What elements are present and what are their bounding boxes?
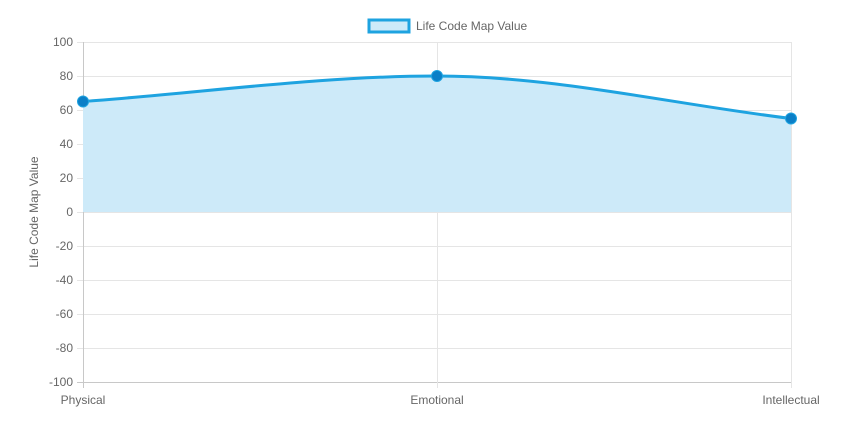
y-tick-label: -40 [56,273,74,287]
data-point-emotional[interactable] [431,70,443,82]
legend-label[interactable]: Life Code Map Value [416,19,528,33]
y-tick-label: -20 [56,239,74,253]
y-axis-ticks: 100 80 60 40 20 0 -20 -40 -60 -80 -100 [49,35,73,389]
y-tick-label: 40 [60,137,74,151]
y-tick-label: -80 [56,341,74,355]
series-area-fill [83,76,791,212]
series-area [83,76,791,212]
y-tick-label: 0 [66,205,73,219]
y-tick-label: 60 [60,103,74,117]
y-axis-title: Life Code Map Value [27,156,41,268]
x-tick-label-emotional: Emotional [410,393,463,407]
legend[interactable]: Life Code Map Value [367,18,528,34]
y-tick-label: -100 [49,375,73,389]
x-tick-label-physical: Physical [61,393,106,407]
x-tick-label-intellectual: Intellectual [762,393,819,407]
x-axis-ticks: Physical Emotional Intellectual [61,393,820,407]
legend-swatch[interactable] [367,18,411,34]
data-point-physical[interactable] [77,95,89,108]
data-points [77,70,797,125]
y-tick-label: 20 [60,171,74,185]
data-point-intellectual[interactable] [785,112,797,125]
y-tick-label: 100 [53,35,73,49]
y-tick-label: -60 [56,307,74,321]
y-tick-label: 80 [60,69,74,83]
